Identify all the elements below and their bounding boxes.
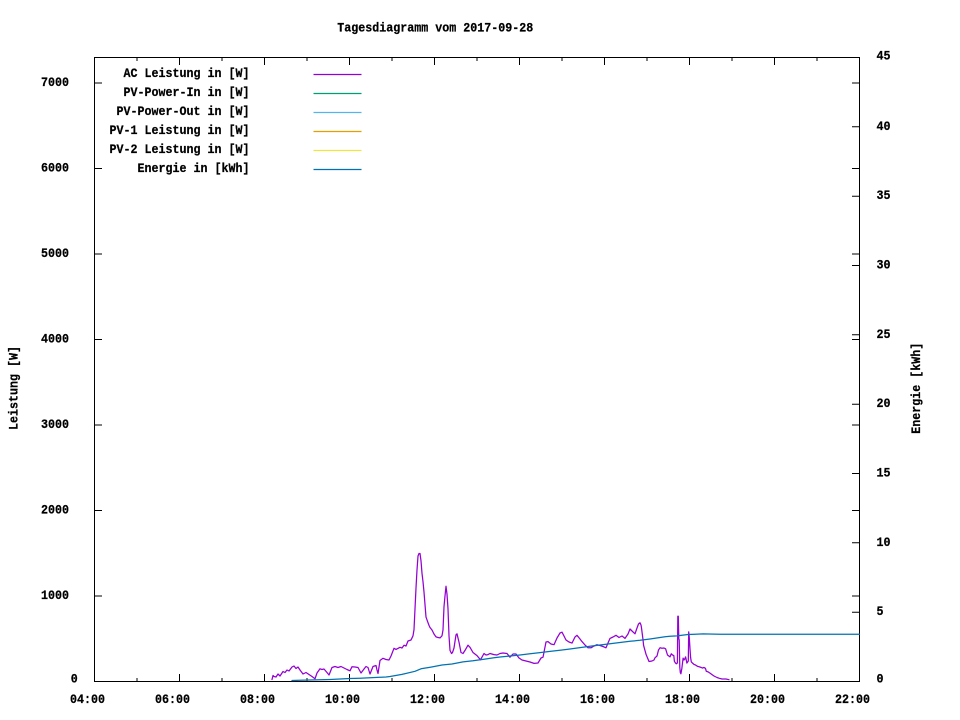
- svg-text:Leistung [W]: Leistung [W]: [7, 346, 22, 430]
- svg-text:PV-2 Leistung in [W]: PV-2 Leistung in [W]: [110, 142, 250, 157]
- svg-text:04:00: 04:00: [70, 692, 105, 707]
- svg-text:PV-Power-Out in [W]: PV-Power-Out in [W]: [117, 104, 250, 119]
- svg-text:35: 35: [877, 188, 891, 203]
- svg-text:Tagesdiagramm vom 2017-09-28: Tagesdiagramm vom 2017-09-28: [337, 21, 533, 36]
- svg-text:22:00: 22:00: [835, 692, 870, 707]
- svg-text:0: 0: [877, 671, 884, 686]
- svg-text:25: 25: [877, 327, 891, 342]
- svg-text:10:00: 10:00: [325, 692, 360, 707]
- svg-text:20: 20: [877, 396, 891, 411]
- svg-text:18:00: 18:00: [665, 692, 700, 707]
- svg-text:5: 5: [877, 604, 884, 619]
- svg-text:6000: 6000: [41, 161, 69, 176]
- svg-text:Energie in [kWh]: Energie in [kWh]: [138, 161, 250, 176]
- svg-text:10: 10: [877, 535, 891, 550]
- svg-text:2000: 2000: [41, 503, 69, 518]
- svg-text:06:00: 06:00: [155, 692, 190, 707]
- svg-text:16:00: 16:00: [580, 692, 615, 707]
- svg-text:4000: 4000: [41, 332, 69, 347]
- svg-text:12:00: 12:00: [410, 692, 445, 707]
- svg-text:20:00: 20:00: [750, 692, 785, 707]
- svg-text:40: 40: [877, 119, 891, 134]
- svg-text:08:00: 08:00: [240, 692, 275, 707]
- svg-text:0: 0: [71, 671, 78, 686]
- svg-text:Energie [kWh]: Energie [kWh]: [909, 343, 924, 434]
- svg-text:5000: 5000: [41, 246, 69, 261]
- svg-text:AC Leistung in [W]: AC Leistung in [W]: [124, 66, 250, 81]
- svg-text:PV-1 Leistung in [W]: PV-1 Leistung in [W]: [110, 123, 250, 138]
- svg-text:30: 30: [877, 258, 891, 273]
- svg-text:7000: 7000: [41, 75, 69, 90]
- svg-text:14:00: 14:00: [495, 692, 530, 707]
- svg-text:PV-Power-In in [W]: PV-Power-In in [W]: [124, 85, 250, 100]
- svg-text:3000: 3000: [41, 417, 69, 432]
- svg-text:45: 45: [877, 48, 891, 63]
- svg-text:1000: 1000: [41, 588, 69, 603]
- svg-text:15: 15: [877, 466, 891, 481]
